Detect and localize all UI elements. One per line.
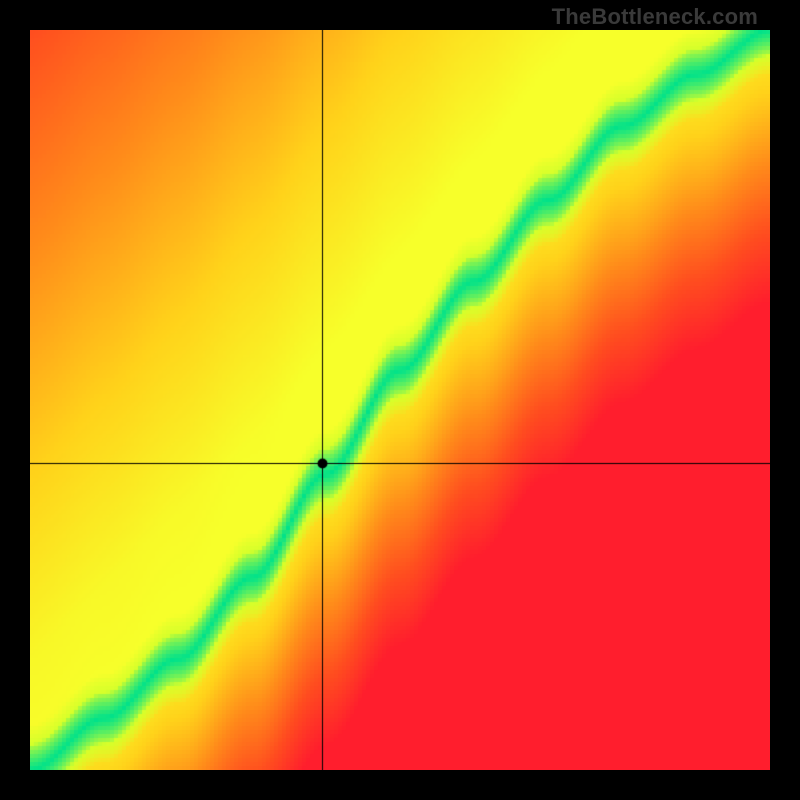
plot-area	[30, 30, 770, 770]
chart-frame: TheBottleneck.com	[0, 0, 800, 800]
heatmap-canvas	[30, 30, 770, 770]
watermark-label: TheBottleneck.com	[552, 4, 758, 30]
